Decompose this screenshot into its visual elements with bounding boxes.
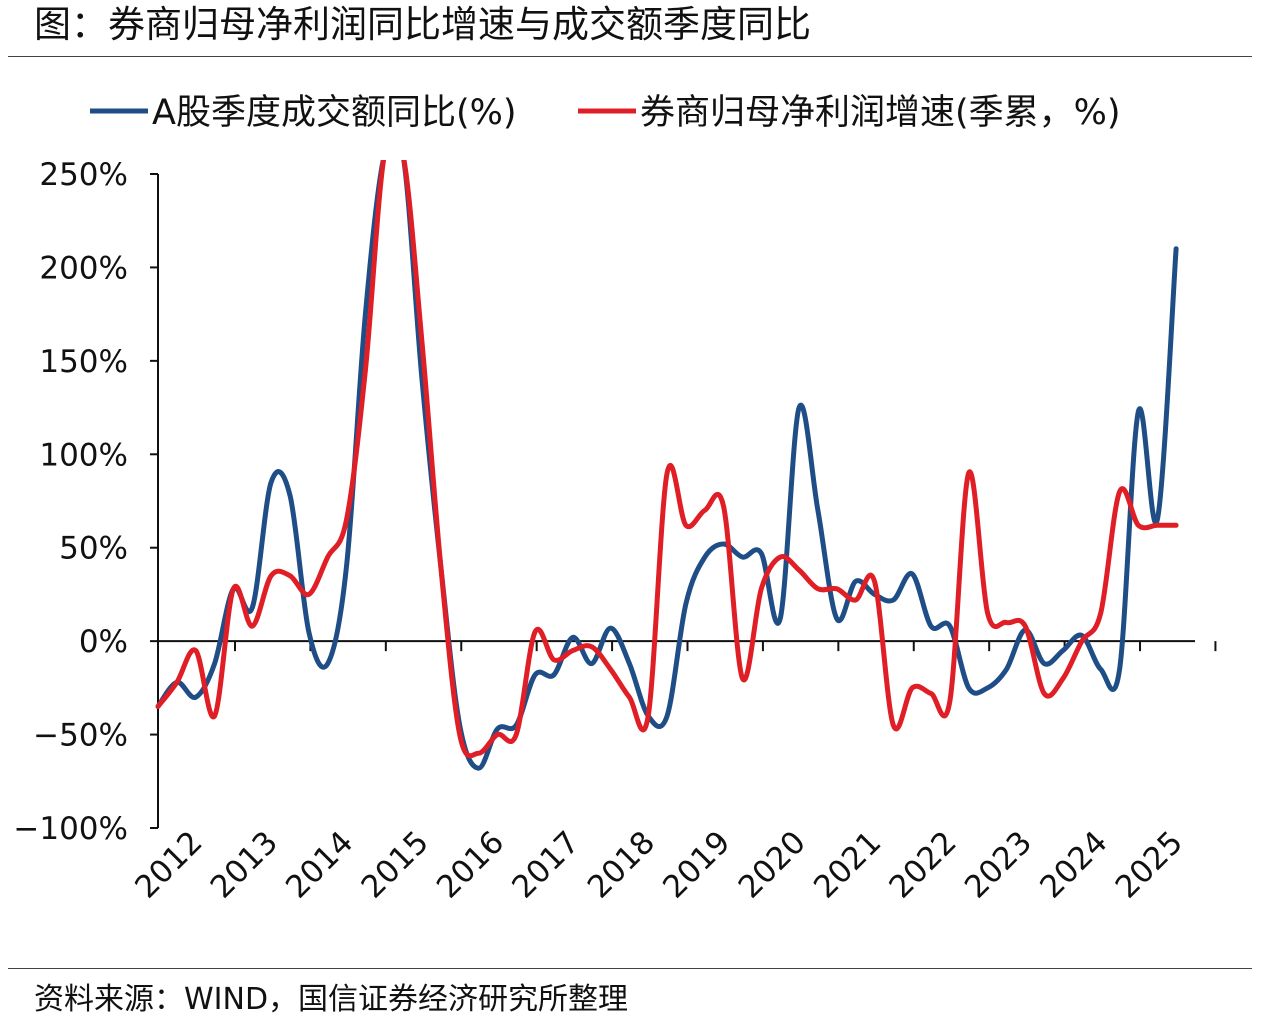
x-tick-label: 2024 <box>1033 824 1114 905</box>
x-tick-label: 2025 <box>1109 824 1190 905</box>
y-tick-label: 250% <box>39 157 128 193</box>
y-tick-label: 100% <box>39 437 128 473</box>
y-tick-label: −50% <box>33 718 128 754</box>
y-tick-label: 200% <box>39 250 128 286</box>
legend-label-0: A股季度成交额同比(%) <box>152 93 517 133</box>
y-tick-label: 50% <box>59 531 128 567</box>
series-line-0 <box>155 160 1179 771</box>
x-tick-label: 2021 <box>807 824 888 905</box>
x-tick-label: 2017 <box>505 824 586 905</box>
x-tick-label: 2023 <box>958 824 1039 905</box>
x-tick-label: 2013 <box>204 824 285 905</box>
x-tick-label: 2014 <box>279 824 360 905</box>
x-tick-label: 2022 <box>882 824 963 905</box>
x-tick-label: 2020 <box>732 824 813 905</box>
legend-label-1: 券商归母净利润增速(季累，%) <box>640 93 1121 133</box>
x-tick-label: 2016 <box>430 824 511 905</box>
y-tick-label: −100% <box>13 811 128 847</box>
bottom-rule <box>8 968 1252 969</box>
x-tick-label: 2015 <box>355 824 436 905</box>
y-tick-label: 0% <box>79 624 128 660</box>
x-tick-label: 2018 <box>581 824 662 905</box>
x-tick-label: 2019 <box>656 824 737 905</box>
legend: A股季度成交额同比(%) 券商归母净利润增速(季累，%) <box>90 93 1121 133</box>
chart-title: 图：券商归母净利润同比增速与成交额季度同比 <box>34 3 811 46</box>
source-note: 资料来源：WIND，国信证券经济研究所整理 <box>34 982 629 1017</box>
top-rule <box>8 56 1252 57</box>
x-tick-label: 2012 <box>128 824 209 905</box>
series-line-1 <box>155 160 1179 759</box>
y-tick-label: 150% <box>39 344 128 380</box>
